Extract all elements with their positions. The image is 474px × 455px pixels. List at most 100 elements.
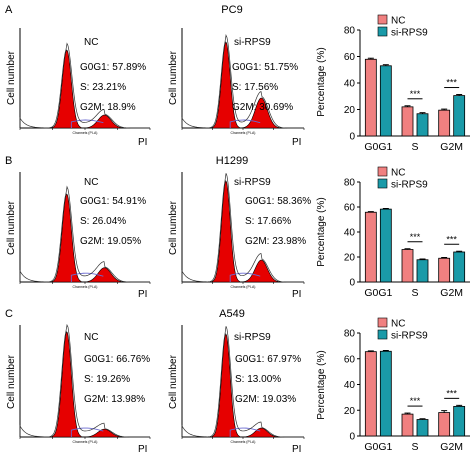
flow-s-label: S: 23.21%	[80, 82, 126, 93]
row-b: B H1299 NC G0G1: 54.91% S: 26.04% G2M: 1…	[5, 155, 470, 300]
flow-x-label: PI	[292, 289, 301, 300]
bar	[364, 58, 377, 137]
flow-g0g1-label: G0G1: 67.97%	[235, 354, 301, 365]
flow-g0g1-label: G0G1: 54.91%	[80, 196, 146, 207]
flow-y-label: Cell number	[168, 50, 179, 105]
flow-g2m-label: G2M: 19.05%	[80, 236, 141, 247]
flow-histogram-pc9-nc: NC G0G1: 57.89% S: 23.21% G2M: 18.9% Cel…	[6, 28, 151, 148]
flow-y-label: Cell number	[168, 354, 179, 409]
x-tick-label: G0G1	[364, 287, 392, 299]
y-tick-label: 60	[344, 52, 356, 63]
bar	[379, 65, 392, 137]
s-phase-fit	[229, 427, 261, 437]
flow-x-label: PI	[292, 444, 301, 455]
row-c: C A549 NC G0G1: 66.76% S: 19.26% G2M: 13…	[5, 308, 470, 455]
histogram-outline	[19, 323, 150, 438]
flow-histogram-pc9-si-rps9: si-RPS9 G0G1: 51.75% S: 17.56% G2M: 30.6…	[168, 28, 305, 148]
s-phase-fit	[70, 272, 104, 282]
histogram-outline	[19, 42, 150, 129]
legend-label: NC	[391, 319, 405, 330]
significance-label: ***	[446, 234, 457, 244]
bar	[416, 419, 429, 437]
flow-histogram-h1299-si-rps9: si-RPS9 G0G1: 58.36% S: 17.66% G2M: 23.9…	[168, 172, 311, 300]
legend-label: NC	[391, 168, 405, 179]
g0g1-peak	[211, 180, 240, 283]
significance-label: ***	[410, 396, 421, 406]
legend-label: si-RPS9	[391, 331, 428, 342]
flow-y-label: Cell number	[168, 200, 179, 255]
y-tick-label: 20	[344, 406, 356, 417]
panel-letter-b: B	[5, 155, 12, 167]
g0g1-peak	[51, 193, 82, 283]
cell-line-title-a549: A549	[219, 308, 245, 320]
g2m-peak	[241, 259, 281, 283]
x-tick-label: G0G1	[364, 141, 392, 153]
y-tick-label: 80	[344, 178, 356, 189]
flow-g0g1-label: G0G1: 58.36%	[245, 196, 311, 207]
x-tick-label: G2M	[440, 441, 463, 453]
s-phase-fit	[229, 119, 261, 128]
flow-x-label: PI	[138, 289, 147, 300]
flow-g2m-label: G2M: 30.69%	[232, 102, 293, 113]
x-tick-label: S	[411, 441, 418, 453]
y-tick-label: 40	[344, 228, 356, 239]
bar	[416, 259, 429, 283]
y-tick-label: 0	[349, 278, 355, 289]
flow-x-label: PI	[138, 137, 147, 148]
bar	[379, 208, 392, 283]
panel-letter-c: C	[5, 308, 13, 320]
legend-swatch	[377, 329, 388, 340]
x-tick-label: S	[411, 287, 418, 299]
flow-s-label: S: 17.56%	[232, 82, 278, 93]
flow-group-label: si-RPS9	[234, 37, 271, 48]
flow-x-label: PI	[292, 137, 301, 148]
legend-swatch	[377, 317, 388, 328]
flow-channel-label: Channels (PI-A)	[231, 131, 256, 135]
y-tick-label: 60	[344, 354, 356, 365]
g2m-peak	[83, 114, 126, 129]
bar	[401, 106, 414, 137]
bar-y-label: Percentage (%)	[316, 47, 327, 116]
histogram-outline	[19, 185, 150, 283]
panel-letter-a: A	[5, 4, 13, 16]
y-tick-label: 40	[344, 380, 356, 391]
row-a: A PC9 NC G0G1: 57.89% S: 23.21% G2M: 18.…	[5, 4, 470, 153]
significance-label: ***	[446, 78, 457, 88]
g0g1-peak	[51, 331, 82, 438]
flow-g2m-label: G2M: 19.03%	[235, 394, 296, 405]
g2m-peak	[241, 427, 281, 438]
flow-group-label: NC	[84, 177, 98, 188]
bar-y-label: Percentage (%)	[316, 350, 327, 419]
bar	[453, 95, 466, 137]
g2m-peak	[83, 267, 126, 283]
histogram-outline	[181, 34, 304, 129]
significance-label: ***	[410, 89, 421, 99]
y-tick-label: 60	[344, 203, 356, 214]
y-tick-label: 20	[344, 253, 356, 264]
flow-y-label: Cell number	[6, 200, 17, 255]
flow-y-label: Cell number	[6, 354, 17, 409]
s-phase-fit	[70, 427, 104, 437]
flow-group-label: NC	[84, 37, 98, 48]
y-tick-label: 20	[344, 105, 356, 116]
y-tick-label: 40	[344, 79, 356, 90]
y-tick-label: 80	[344, 329, 356, 340]
flow-g0g1-label: G0G1: 66.76%	[84, 354, 150, 365]
flow-histogram-h1299-nc: NC G0G1: 54.91% S: 26.04% G2M: 19.05% Ce…	[6, 172, 151, 300]
histogram-outline	[181, 173, 304, 283]
flow-histogram-a549-si-rps9: si-RPS9 G0G1: 67.97% S: 13.00% G2M: 19.0…	[168, 325, 305, 455]
s-phase-fit	[229, 272, 261, 282]
flow-s-label: S: 17.66%	[245, 216, 291, 227]
bar	[416, 113, 429, 137]
bar	[401, 249, 414, 283]
flow-g2m-label: G2M: 18.9%	[80, 102, 136, 113]
bar	[379, 350, 392, 437]
flow-histogram-a549-nc: NC G0G1: 66.76% S: 19.26% G2M: 13.98% Ce…	[6, 323, 151, 455]
legend-label: NC	[391, 16, 405, 27]
significance-label: ***	[446, 388, 457, 398]
g2m-peak	[83, 428, 126, 438]
x-tick-label: S	[411, 141, 418, 153]
flow-channel-label: Channels (PI-A)	[73, 440, 98, 444]
